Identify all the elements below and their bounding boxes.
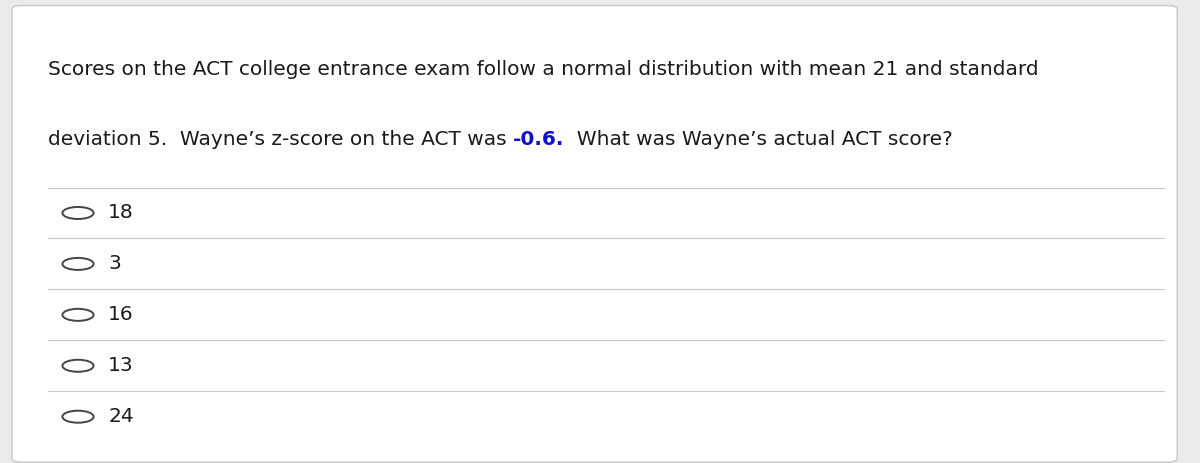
Text: -0.6.: -0.6. — [514, 130, 564, 149]
Text: 3: 3 — [108, 254, 121, 274]
FancyBboxPatch shape — [12, 6, 1177, 462]
Text: 24: 24 — [108, 407, 133, 426]
Text: What was Wayne’s actual ACT score?: What was Wayne’s actual ACT score? — [564, 130, 953, 149]
Text: deviation 5.  Wayne’s z-score on the ACT was: deviation 5. Wayne’s z-score on the ACT … — [48, 130, 514, 149]
Text: 18: 18 — [108, 203, 133, 223]
Text: 16: 16 — [108, 305, 133, 325]
Text: Scores on the ACT college entrance exam follow a normal distribution with mean 2: Scores on the ACT college entrance exam … — [48, 60, 1039, 79]
Text: 13: 13 — [108, 356, 133, 375]
